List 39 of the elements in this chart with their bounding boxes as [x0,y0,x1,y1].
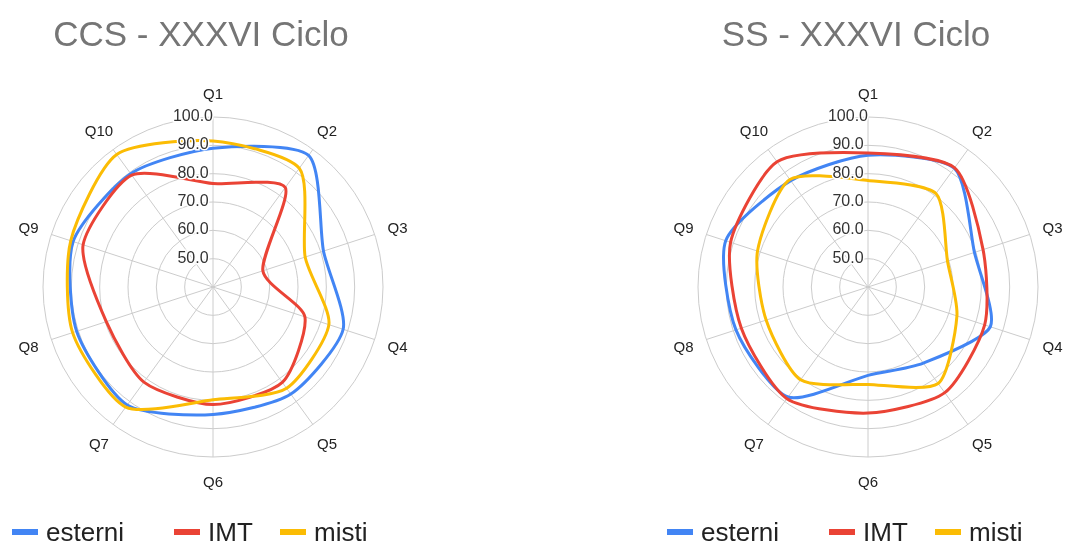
legend-label: esterni [46,517,125,545]
spoke-label: Q3 [387,218,408,236]
spoke-label: Q1 [857,84,879,102]
spoke-label: Q10 [739,121,769,139]
y-tick-label: 60.0 [177,220,209,238]
y-tick-label: 70.0 [832,192,864,209]
spoke-label: Q7 [743,435,764,453]
spoke-label: Q6 [202,472,224,490]
spoke-label: Q10 [84,121,114,139]
spoke-label: Q8 [18,338,39,356]
y-tick-label: 50.0 [177,248,209,266]
spoke-label: Q9 [18,218,39,236]
y-tick-label: 90.0 [832,135,864,153]
spoke-label: Q8 [673,338,694,356]
y-tick-label: 80.0 [177,163,209,181]
spoke-label: Q2 [972,121,993,139]
spoke-label: Q5 [972,435,993,453]
spoke-label: Q6 [857,472,879,490]
y-tick-label: 60.0 [832,220,864,238]
y-tick-label: 100.0 [827,107,869,124]
chart-title: SS - XXXVI Ciclo [721,14,991,53]
y-tick-label: 50.0 [832,248,864,266]
legend-label: esterni [701,517,780,545]
legend-label: IMT [208,517,253,545]
chart-title: CCS - XXXVI Ciclo [53,14,349,53]
spoke-label: Q7 [88,435,109,453]
spoke-label: Q2 [317,121,338,139]
spoke-label: Q9 [673,218,694,236]
spoke-label: Q4 [1042,338,1063,356]
spoke-label: Q5 [317,435,338,453]
legend-label: misti [314,517,368,545]
legend-label: misti [969,517,1023,545]
y-tick-label: 100.0 [172,107,214,124]
spoke-label: Q4 [387,338,408,356]
y-tick-label: 70.0 [177,192,209,209]
y-tick-label: 80.0 [832,163,864,181]
legend-label: IMT [863,517,908,545]
spoke-label: Q1 [202,84,224,102]
spoke-label: Q3 [1042,218,1063,236]
